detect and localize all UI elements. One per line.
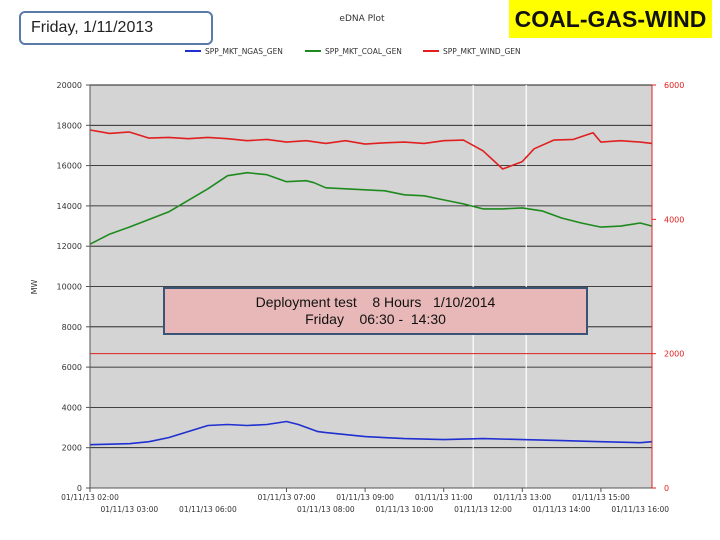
title-banner: COAL-GAS-WIND: [509, 0, 712, 38]
x-tick-label: 01/11/13 09:00: [336, 493, 394, 502]
y-tick-label: 16000: [57, 162, 82, 171]
y2-tick-label: 4000: [664, 215, 684, 224]
y-tick-label: 18000: [57, 121, 82, 130]
banner-text: COAL-GAS-WIND: [514, 5, 707, 32]
series-lines: [89, 129, 653, 446]
x-tick-label-lower: 01/11/13 08:00: [297, 505, 355, 514]
x-tick-label-lower: 01/11/13 03:00: [100, 505, 158, 514]
y2-tick-label: 2000: [664, 350, 684, 359]
y-axis-label: MW: [30, 280, 39, 295]
date-label-box: Friday, 1/11/2013: [19, 11, 213, 45]
legend-label: SPP_MKT_WIND_GEN: [443, 47, 521, 56]
legend-label: SPP_MKT_NGAS_GEN: [205, 47, 283, 56]
x-tick-label: 01/11/13 13:00: [493, 493, 551, 502]
legend: SPP_MKT_NGAS_GEN SPP_MKT_COAL_GEN SPP_MKT_…: [185, 47, 521, 56]
series-line-spp-mkt-ngas-gen: [89, 420, 653, 446]
x-tick-label-lower: 01/11/13 14:00: [533, 505, 591, 514]
y-tick-label: 10000: [57, 283, 82, 292]
x-tick-label: 01/11/13 11:00: [415, 493, 473, 502]
series-line-spp-mkt-wind-gen: [89, 129, 653, 170]
x-tick-label-lower: 01/11/13 06:00: [179, 505, 237, 514]
y-tick-label: 8000: [62, 323, 82, 332]
left-axis: 0 2000 4000 6000 8000 10000 12000 14000 16000 180…: [57, 81, 91, 493]
x-tick-label: 01/11/13 02:00: [61, 493, 119, 502]
annotation-line-1: Deployment test 8 Hours 1/10/2014: [255, 293, 496, 310]
x-tick-label: 01/11/13 15:00: [572, 493, 630, 502]
x-tick-label-lower: 01/11/13 16:00: [611, 505, 669, 514]
y-tick-label: 12000: [57, 242, 82, 251]
y-tick-label: 6000: [62, 363, 82, 372]
annotation-line-2: Friday 06:30 - 14:30: [305, 311, 446, 327]
y-tick-label: 20000: [57, 81, 82, 90]
series-line-spp-mkt-coal-gen: [89, 171, 653, 245]
y-tick-label: 14000: [57, 202, 82, 211]
vertical-markers: [472, 85, 527, 488]
annotation-box: Deployment test 8 Hours 1/10/2014 Friday…: [163, 287, 588, 335]
plot-title: eDNA Plot: [339, 14, 385, 24]
y2-tick-label: 6000: [664, 81, 684, 90]
legend-label: SPP_MKT_COAL_GEN: [325, 47, 402, 56]
x-axis: 01/11/13 02:00 01/11/13 07:00 01/11/13 09:…: [61, 487, 669, 514]
x-tick-label-lower: 01/11/13 12:00: [454, 505, 512, 514]
x-tick-label-lower: 01/11/13 10:00: [376, 505, 434, 514]
date-label: Friday, 1/11/2013: [31, 19, 154, 36]
y-tick-label: 4000: [62, 403, 82, 412]
y-tick-label: 2000: [62, 444, 82, 453]
x-tick-label: 01/11/13 07:00: [258, 493, 316, 502]
y2-tick-label: 0: [664, 484, 669, 493]
y-tick-label: 0: [77, 484, 82, 493]
right-axis: 0 2000 4000 6000: [651, 81, 684, 493]
